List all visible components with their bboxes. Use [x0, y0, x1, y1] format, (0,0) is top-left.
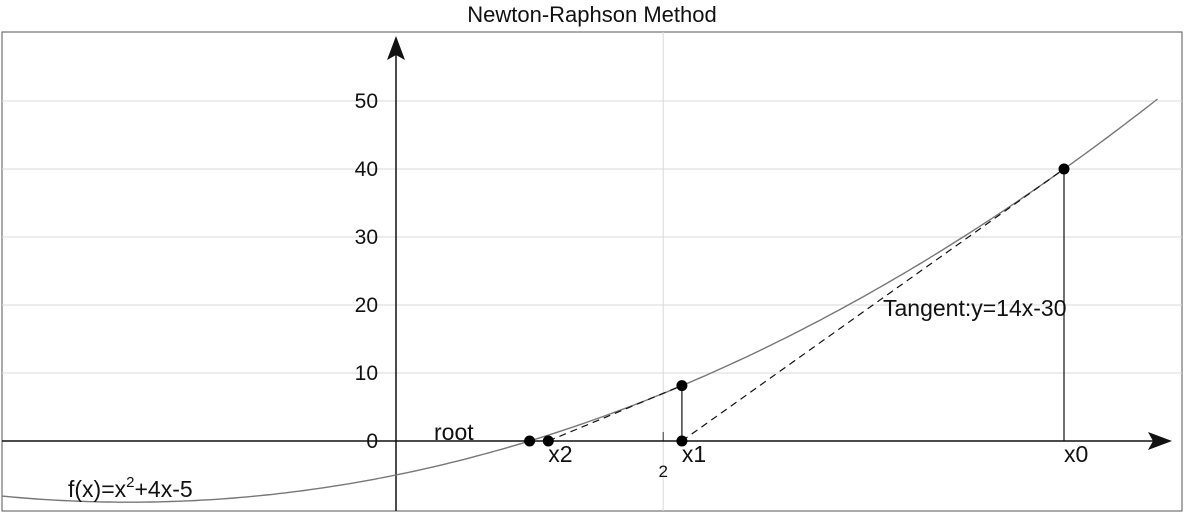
tangent-line	[681, 168, 1065, 442]
iteration-label-x2: x2	[548, 441, 572, 467]
y-tick-label: 0	[366, 430, 378, 453]
root-label: root	[434, 419, 474, 445]
axes	[2, 36, 1172, 511]
axis-point-x2	[542, 435, 554, 447]
chart-labels: f(x)=x2+4x-5 Tangent:y=14x-30 root 0 10 20…	[68, 90, 1088, 502]
iteration-label-x0: x0	[1064, 441, 1088, 467]
y-axis-arrow	[387, 36, 405, 60]
curve-point-x0	[1058, 163, 1070, 175]
function-curve	[2, 98, 1158, 503]
y-tick-label: 50	[355, 90, 378, 113]
function-label: f(x)=x2+4x-5	[68, 474, 193, 502]
tangent-line	[548, 385, 683, 442]
function-curve-group	[2, 98, 1158, 503]
y-tick-label: 10	[355, 362, 378, 385]
plot-frame	[1, 31, 1183, 512]
iteration-label-x1: x1	[682, 441, 706, 467]
root-point	[524, 435, 536, 447]
axis-point-x1	[676, 435, 688, 447]
grid-lines	[2, 32, 1182, 511]
y-tick-label: 40	[355, 158, 378, 181]
y-tick-label: 20	[355, 294, 378, 317]
chart-title: Newton-Raphson Method	[467, 2, 716, 27]
x-tick-label: 2	[658, 462, 667, 481]
curve-point-x1	[676, 380, 688, 392]
y-tick-label: 30	[355, 226, 378, 249]
tangent-label: Tangent:y=14x-30	[883, 295, 1067, 321]
x-axis-arrow	[1148, 432, 1172, 450]
iteration-marks	[524, 163, 1070, 447]
